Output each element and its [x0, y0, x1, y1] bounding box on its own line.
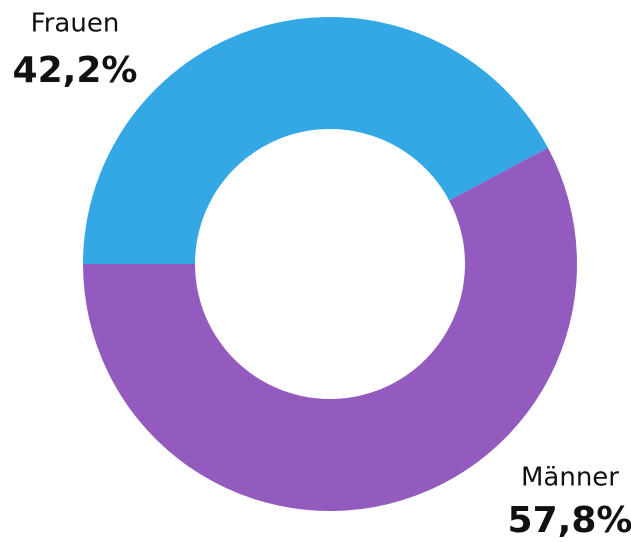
slice-label: Männer: [521, 463, 619, 493]
slice-value-label: 42,2%: [13, 50, 138, 91]
slice-value-label: 57,8%: [508, 500, 631, 541]
slice-label: Frauen: [31, 9, 120, 39]
slice: [83, 17, 548, 265]
slice: [83, 147, 578, 512]
donut: [83, 17, 578, 512]
